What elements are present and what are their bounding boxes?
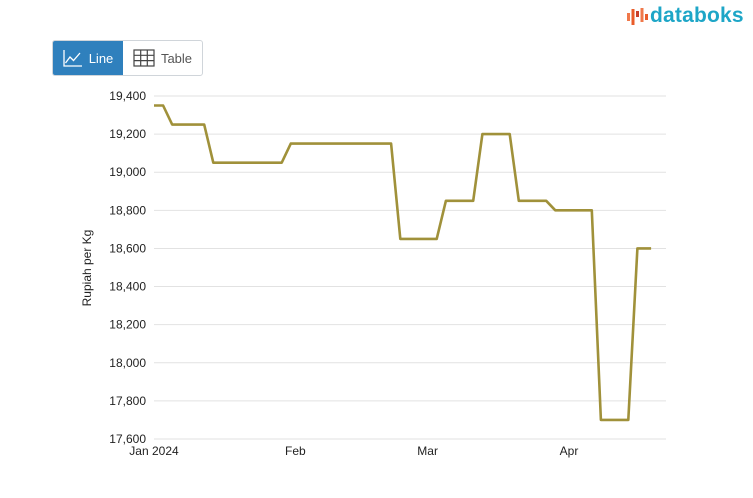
y-tick-label: 19,200	[109, 127, 146, 141]
x-tick-label: Apr	[560, 444, 579, 458]
y-tick-label: 17,800	[109, 394, 146, 408]
table-view-label: Table	[160, 50, 193, 66]
y-tick-label: 19,000	[109, 165, 146, 179]
databoks-logo-text: databoks	[650, 4, 744, 27]
table-grid-icon	[133, 49, 155, 67]
x-tick-label: Mar	[417, 444, 438, 458]
x-axis-ticks: Jan 2024 Feb Mar Apr	[129, 444, 578, 458]
table-view-button[interactable]: Table	[123, 41, 202, 75]
view-toggle: Line Table	[52, 40, 203, 76]
y-axis-ticks: 17,600 17,800 18,000 18,200 18,400 18,600 18,8…	[109, 89, 146, 446]
databoks-logo[interactable]: databoks	[626, 4, 744, 28]
x-tick-label: Jan 2024	[129, 444, 179, 458]
databoks-logo-mark-icon	[627, 8, 648, 25]
chart-gridlines	[154, 95, 666, 440]
line-view-label: Line	[88, 50, 114, 66]
line-chart-icon	[63, 50, 82, 67]
y-tick-label: 18,400	[109, 280, 146, 294]
y-axis-label: Rupiah per Kg	[80, 230, 94, 307]
y-tick-label: 18,000	[109, 356, 146, 370]
x-tick-label: Feb	[285, 444, 306, 458]
series-line[interactable]	[154, 104, 652, 422]
y-tick-label: 17,600	[109, 432, 146, 446]
y-tick-label: 18,800	[109, 203, 146, 217]
y-tick-label: 18,200	[109, 318, 146, 332]
line-view-button[interactable]: Line	[53, 41, 123, 75]
y-tick-label: 19,400	[109, 89, 146, 103]
y-tick-label: 18,600	[109, 241, 146, 255]
